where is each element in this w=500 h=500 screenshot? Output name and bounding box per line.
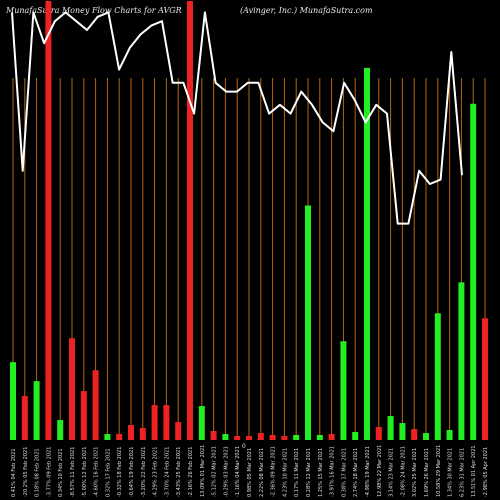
x-tick-label: -3.43% 25 Feb 2021	[176, 447, 182, 497]
bar-layer	[10, 1, 488, 441]
x-tick-label: 0.32% 17 Feb 2021	[105, 448, 111, 497]
x-tick-label: -3.20% 22 Feb 2021	[141, 447, 147, 497]
x-tick-label: 0.41% 04 Feb 2021	[11, 448, 17, 497]
x-tick-label: 2.74% 18 Mar 2021	[353, 448, 359, 497]
x-tick-label: 13.51% 01 Apr 2021	[471, 445, 477, 497]
x-tick-label: 0.28% 12 Mar 2021	[306, 448, 312, 497]
x-tick-label: 4.23% 10 Mar 2021	[282, 448, 288, 497]
bar-up	[104, 434, 111, 440]
bar-down	[375, 427, 382, 440]
bar-up	[434, 313, 441, 440]
bar-down	[139, 428, 146, 440]
bar-down	[21, 396, 28, 440]
bar-up	[399, 423, 406, 440]
chart-title-right: (Avinger, Inc.) MunafaSutra.com	[240, 6, 373, 15]
x-tick-label: 0.18% 08 Feb 2021	[35, 448, 41, 497]
bar-down	[175, 422, 182, 440]
x-tick-label: 0.38% 17 Mar 2021	[341, 448, 347, 497]
bar-down	[246, 436, 252, 440]
x-tick-label: -0.32% 18 Feb 2021	[117, 447, 123, 497]
x-tick-label: 12.98% 22 Mar 2021	[377, 445, 383, 497]
bar-down	[151, 405, 158, 440]
x-tick-label: 0.98% 05 Mar 2021	[247, 448, 253, 497]
x-tick-label: 6.23% 31 Mar 2021	[459, 448, 465, 497]
x-tick-label: -1.16% 04 Mar 2021	[235, 446, 241, 497]
x-tick-labels: 0.41% 04 Feb 2021 -20.2% 05 Feb 2021 0.18%…	[11, 445, 489, 497]
x-tick-label: 1.25% 15 Mar 2021	[318, 448, 324, 497]
bar-down	[234, 436, 241, 440]
x-tick-label: -2.16% 26 Feb 2021	[188, 447, 194, 497]
bar-down	[92, 370, 99, 440]
bar-up	[458, 282, 465, 440]
bar-down	[269, 435, 276, 440]
x-tick-label: -3.77% 09 Feb 2021	[46, 447, 52, 497]
bar-down	[116, 434, 123, 440]
money-flow-line	[11, 11, 463, 225]
x-tick-label: 2.22% 08 Mar 2021	[259, 448, 265, 497]
bar-up	[446, 430, 453, 440]
x-tick-label: -4.29% 23 Feb 2021	[153, 447, 159, 497]
bar-down	[281, 436, 288, 440]
bar-up	[57, 420, 64, 440]
grid-layer	[12, 78, 486, 440]
bar-up	[305, 205, 311, 440]
bar-up	[10, 362, 16, 440]
bar-up	[340, 341, 347, 440]
x-tick-label: -3.97% 16 Mar 2021	[330, 446, 336, 497]
bar-up	[423, 433, 429, 440]
bar-up	[198, 406, 205, 440]
bar-up	[33, 381, 40, 440]
x-tick-label: 1.69% 26 Mar 2021	[424, 448, 430, 497]
baseline-marker: 0	[242, 443, 246, 450]
bar-down	[128, 425, 134, 440]
bar-down	[187, 1, 193, 440]
x-tick-label: 13.09% 01 Mar 2021	[200, 445, 206, 497]
bar-up	[293, 435, 300, 440]
x-tick-label: 3.02% 25 Mar 2021	[412, 448, 418, 497]
x-tick-label: -3.70% 24 Feb 2021	[164, 447, 170, 497]
x-tick-label: -2.36% 09 Mar 2021	[271, 446, 277, 497]
x-tick-label: 0.34% 10 Feb 2021	[58, 448, 64, 497]
bar-down	[210, 431, 217, 440]
x-tick-label: 1.34% 30 Mar 2021	[448, 448, 454, 497]
x-tick-label: 3.14% 23 Mar 2021	[389, 448, 395, 497]
x-tick-label: -2.08% 24 Mar 2021	[400, 446, 406, 497]
bar-up	[352, 432, 359, 440]
bar-down	[69, 338, 75, 440]
bar-down	[482, 318, 488, 440]
bar-down	[257, 433, 264, 440]
x-tick-label: -0.64% 19 Feb 2021	[129, 447, 135, 497]
bar-up	[470, 103, 477, 441]
bar-down	[80, 391, 87, 440]
x-tick-label: 0.17% 11 Mar 2021	[294, 448, 300, 497]
x-tick-label: -5.12% 02 Mar 2021	[212, 446, 218, 497]
x-tick-label: -0.29% 03 Mar 2021	[223, 446, 229, 497]
x-tick-label: -20.2% 05 Feb 2021	[23, 447, 29, 497]
x-tick-label: -5.00% 12 Feb 2021	[82, 447, 88, 497]
x-tick-label: -4.98% 19 Mar 2021	[365, 446, 371, 497]
chart-title-left: MunafaSutra Money Flow Charts for AVGR	[6, 6, 182, 15]
x-tick-label: -4.60% 16 Feb 2021	[94, 447, 100, 497]
x-tick-label: -2.98% 05 Apr 2021	[483, 447, 489, 497]
bar-up	[222, 434, 229, 440]
bar-down	[328, 434, 335, 440]
bar-up	[364, 67, 370, 441]
bar-up	[387, 416, 394, 440]
bar-down	[411, 429, 418, 440]
bar-down	[45, 1, 52, 440]
bar-up	[316, 435, 323, 440]
x-tick-label: 10.58% 29 Mar 2021	[436, 445, 442, 497]
x-tick-label: -8.57% 11 Feb 2021	[70, 447, 76, 497]
bar-down	[163, 405, 170, 440]
